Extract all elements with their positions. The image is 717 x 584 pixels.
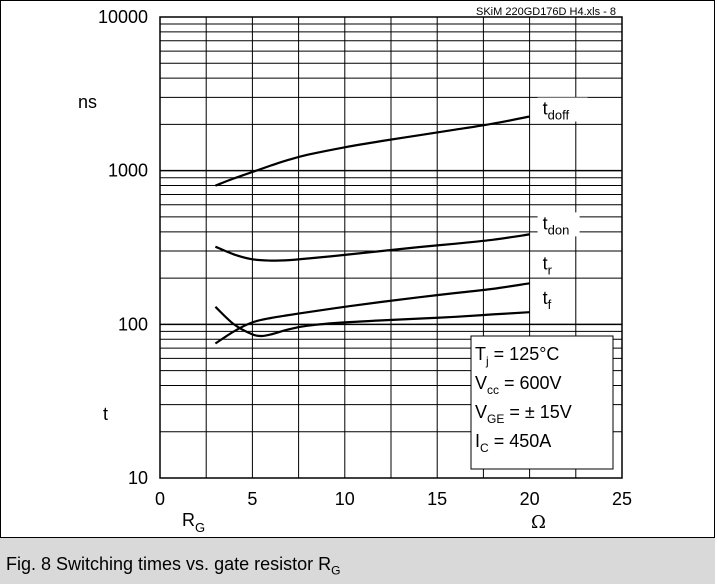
series-label-bg xyxy=(537,252,564,277)
series-label-f: tf xyxy=(543,288,552,312)
series-labels: tdoff tdon tr tf xyxy=(537,97,588,312)
series-label-doff: tdoff xyxy=(543,99,570,123)
x-axis-label: RG xyxy=(182,510,205,535)
x-tick-label: 20 xyxy=(520,489,540,509)
source-label: SKiM 220GD176D H4.xls - 8 xyxy=(476,6,616,18)
y-tick-label: 100 xyxy=(118,314,148,334)
series-label-bg xyxy=(537,287,564,312)
conditions-box-bg xyxy=(470,335,614,470)
x-axis-label-sub: G xyxy=(195,520,205,535)
x-axis-label-main: R xyxy=(182,510,195,530)
tick-labels: 0 5 10 15 20 25 10 100 1000 10000 xyxy=(98,7,632,509)
y-axis-label: t xyxy=(103,404,108,424)
series-label-bg xyxy=(537,97,588,122)
condition-line: IC = 450A xyxy=(475,431,551,455)
condition-line: VGE = ± 15V xyxy=(475,402,572,426)
caption-bar xyxy=(0,537,715,584)
y-tick-label: 10000 xyxy=(98,7,148,27)
caption-sub: G xyxy=(331,563,341,578)
series-label-bg xyxy=(537,212,580,237)
series-label-r: tr xyxy=(543,253,553,277)
y-tick-label: 10 xyxy=(128,468,148,488)
x-tick-label: 15 xyxy=(427,489,447,509)
y-tick-label: 1000 xyxy=(108,161,148,181)
condition-line: Vcc = 600V xyxy=(475,373,562,397)
series-lines xyxy=(214,115,530,345)
x-tick-label: 0 xyxy=(155,489,165,509)
series-line-r xyxy=(214,282,530,345)
figure-caption: Fig. 8 Switching times vs. gate resistor… xyxy=(6,554,340,578)
series-line-f xyxy=(214,305,530,338)
x-tick-label: 5 xyxy=(247,489,257,509)
y-unit-label: ns xyxy=(78,92,97,112)
conditions-box: Tj = 125°C Vcc = 600V VGE = ± 15V IC = 450A xyxy=(470,335,614,470)
series-label-don: tdon xyxy=(543,213,570,237)
series-line-don xyxy=(214,233,530,262)
x-tick-label: 10 xyxy=(335,489,355,509)
caption-main: Fig. 8 Switching times vs. gate resistor… xyxy=(6,554,332,574)
series-line-doff xyxy=(215,115,530,187)
condition-line: Tj = 125°C xyxy=(475,344,559,368)
x-tick-label: 25 xyxy=(612,489,632,509)
x-unit-label: Ω xyxy=(531,512,546,533)
plot-area xyxy=(159,16,623,479)
